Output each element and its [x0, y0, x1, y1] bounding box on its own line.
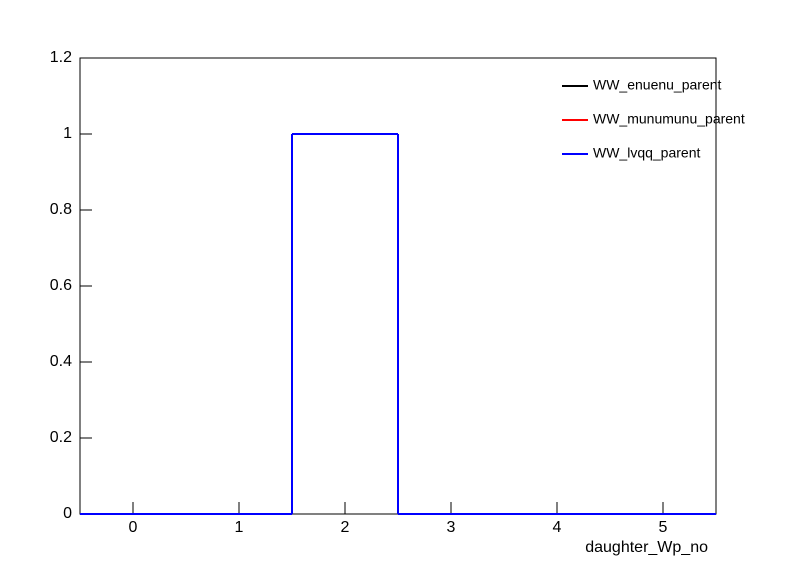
y-tick-label: 0.2: [50, 429, 72, 446]
legend-label: WW_munumunu_parent: [593, 111, 745, 127]
y-tick-label: 1.2: [50, 49, 72, 66]
x-tick-label: 0: [129, 519, 138, 536]
y-tick-label: 1: [63, 125, 72, 142]
x-tick-label: 3: [447, 519, 456, 536]
x-axis-label: daughter_Wp_no: [585, 539, 708, 556]
y-tick-label: 0.8: [50, 201, 72, 218]
x-tick-label: 5: [659, 519, 668, 536]
legend-label: WW_enuenu_parent: [593, 77, 722, 93]
x-tick-label: 4: [553, 519, 562, 536]
legend-label: WW_lvqq_parent: [593, 145, 700, 161]
y-tick-label: 0.6: [50, 277, 72, 294]
y-tick-label: 0: [63, 505, 72, 522]
x-tick-label: 1: [235, 519, 244, 536]
y-tick-label: 0.4: [50, 353, 72, 370]
x-tick-label: 2: [341, 519, 350, 536]
